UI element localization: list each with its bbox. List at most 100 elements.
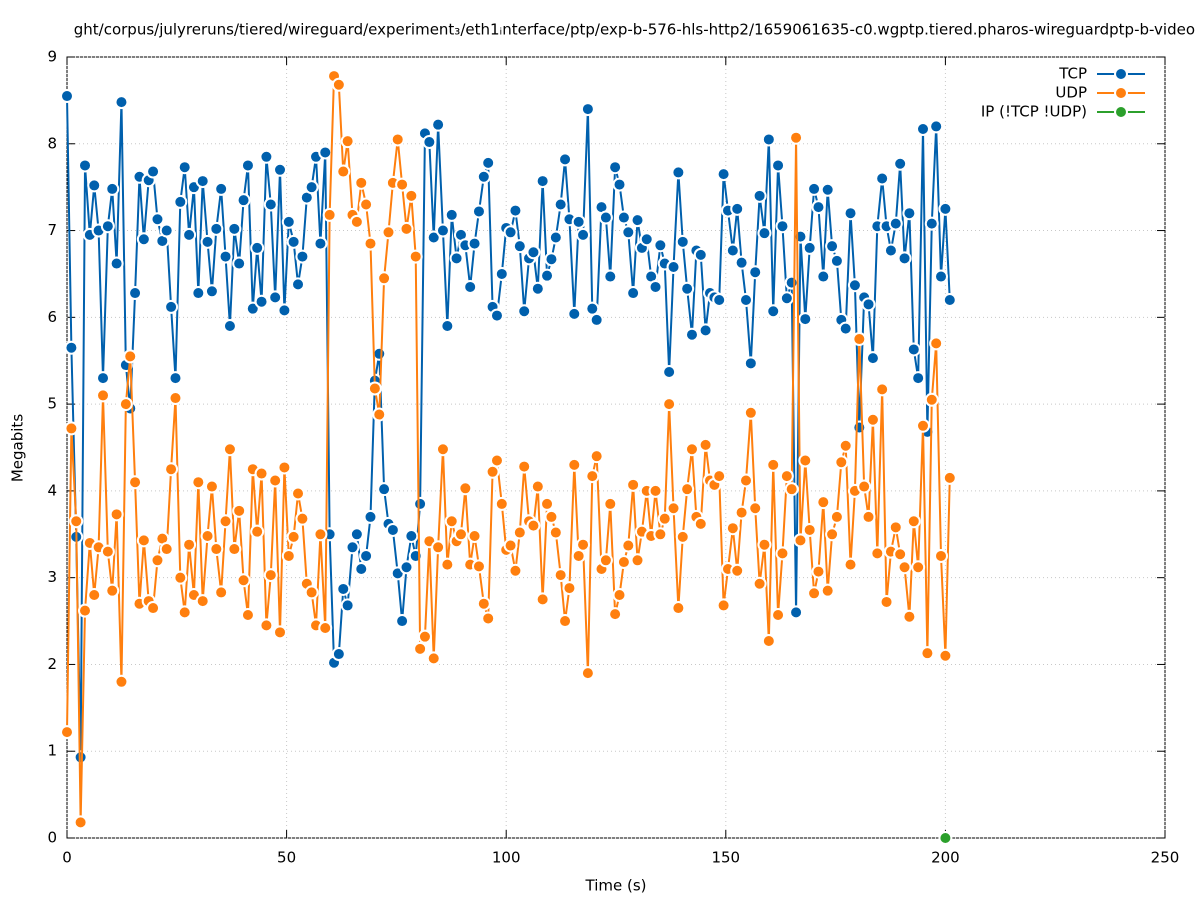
data-point: [838, 321, 853, 336]
data-point: [558, 614, 573, 629]
data-point: [404, 529, 419, 544]
data-point: [725, 521, 740, 536]
data-point: [489, 453, 504, 468]
data-point: [377, 482, 392, 497]
data-point: [834, 455, 849, 470]
data-point: [128, 475, 143, 490]
data-point: [87, 588, 102, 603]
data-point: [942, 470, 957, 485]
data-point: [739, 292, 754, 307]
data-point: [395, 614, 410, 629]
x-tick-label: 50: [277, 849, 296, 867]
data-point: [589, 449, 604, 464]
data-point: [164, 462, 179, 477]
data-point: [146, 164, 161, 179]
data-point: [250, 240, 265, 255]
data-point: [934, 548, 949, 563]
data-point: [150, 212, 165, 227]
data-point: [295, 511, 310, 526]
data-point: [743, 405, 758, 420]
x-tick-label: 250: [1151, 849, 1180, 867]
data-point: [109, 256, 124, 271]
data-point: [168, 371, 183, 386]
data-point: [517, 459, 532, 474]
data-point: [698, 323, 713, 338]
data-point: [182, 537, 197, 552]
data-point: [861, 509, 876, 524]
data-point: [481, 611, 496, 626]
data-point: [911, 560, 926, 575]
data-point: [512, 239, 527, 254]
data-point: [666, 260, 681, 275]
data-point: [240, 607, 255, 622]
data-point: [87, 178, 102, 193]
data-point: [512, 525, 527, 540]
data-point: [608, 607, 623, 622]
data-point: [784, 482, 799, 497]
data-point: [811, 564, 826, 579]
data-point: [100, 219, 115, 234]
series-line: [66, 96, 951, 758]
data-point: [336, 581, 351, 596]
data-point: [204, 284, 219, 299]
data-point: [653, 527, 668, 542]
data-point: [268, 290, 283, 305]
data-point: [603, 496, 618, 511]
data-point: [680, 482, 695, 497]
data-point: [331, 77, 346, 92]
data-point: [666, 501, 681, 516]
data-point: [291, 486, 306, 501]
data-point: [214, 181, 229, 196]
data-point: [345, 540, 360, 555]
data-point: [359, 197, 374, 212]
data-point: [802, 522, 817, 537]
legend-label: UDP: [1055, 84, 1087, 102]
data-point: [825, 527, 840, 542]
data-point: [164, 299, 179, 314]
data-point: [580, 102, 595, 117]
data-point: [616, 210, 631, 225]
data-point: [404, 188, 419, 203]
data-point: [449, 251, 464, 266]
data-point: [612, 588, 627, 603]
data-point: [291, 277, 306, 292]
data-point: [286, 529, 301, 544]
data-point: [916, 418, 931, 433]
legend-marker: [1114, 105, 1128, 119]
y-tick-label: 3: [47, 568, 57, 586]
data-point: [494, 496, 509, 511]
data-point: [548, 230, 563, 245]
data-point: [227, 542, 242, 557]
data-point: [254, 466, 269, 481]
y-tick-label: 1: [47, 742, 57, 760]
data-point: [843, 206, 858, 221]
data-point: [159, 223, 174, 238]
data-point: [897, 560, 912, 575]
data-point: [440, 319, 455, 334]
data-point: [816, 269, 831, 284]
data-point: [481, 155, 496, 170]
data-point: [214, 585, 229, 600]
data-point: [273, 625, 288, 640]
data-point: [752, 188, 767, 203]
data-point: [616, 555, 631, 570]
y-tick-label: 2: [47, 655, 57, 673]
data-point: [929, 119, 944, 134]
data-point: [540, 268, 555, 283]
data-point: [657, 511, 672, 526]
data-point: [888, 520, 903, 535]
data-point: [526, 518, 541, 533]
data-point: [105, 181, 120, 196]
data-point: [191, 286, 206, 301]
data-point: [60, 725, 74, 740]
data-point: [259, 618, 274, 633]
data-point: [662, 365, 677, 380]
data-point: [508, 203, 523, 218]
data-point: [173, 194, 188, 209]
data-point: [902, 206, 917, 221]
data-point: [924, 216, 939, 231]
data-point: [277, 303, 292, 318]
data-point: [603, 269, 618, 284]
data-point: [693, 516, 708, 531]
